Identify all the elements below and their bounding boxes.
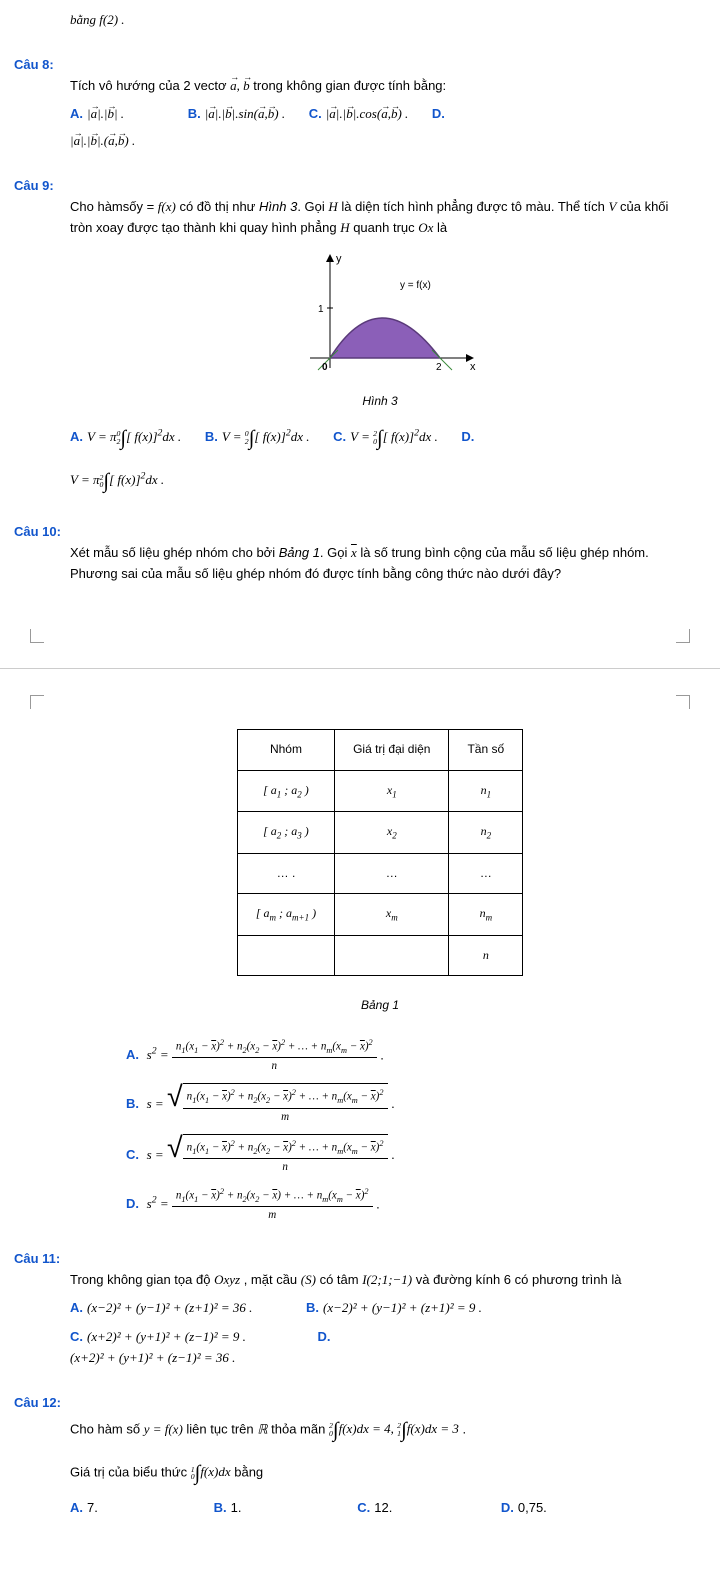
q11-optC: C.(x+2)² + (y+1)² + (z−1)² = 9 .: [70, 1327, 246, 1348]
page-break: [0, 668, 720, 669]
q10-optD: D. s2 = n1(x1 − x)2 + n2(x2 − x) + … + n…: [126, 1185, 690, 1225]
q10-label: Câu 10:: [14, 522, 70, 543]
table-header-row: Nhóm Giá trị đại diện Tần số: [237, 730, 522, 770]
q11-row2: C.(x+2)² + (y+1)² + (z−1)² = 9 . D.: [70, 1327, 690, 1348]
question-8: Câu 8: Tích vô hướng của 2 vectơ a, b tr…: [70, 55, 690, 152]
func-label: y = f(x): [400, 280, 431, 291]
question-9: Câu 9: Cho hàmsốy = f(x) có đồ thị như H…: [70, 176, 690, 498]
q12-text2: Giá trị của biểu thức 10∫f(x)dx bằng: [70, 1457, 690, 1490]
q8-optB: B.|a|.|b|.sin(a,b) .: [188, 104, 285, 125]
q10-optB: B. s = √n1(x1 − x)2 + n2(x2 − x)2 + … + …: [126, 1083, 690, 1126]
q9-chart-svg: 1 2 0 y x y = f(x): [270, 248, 490, 388]
origin: 0: [322, 362, 328, 373]
q11-row1: A.(x−2)² + (y−1)² + (z+1)² = 36 . B.(x−2…: [70, 1298, 690, 1319]
q9-options: A.V = π02∫[ f(x)]2dx . B.V = 02∫[ f(x)]2…: [70, 422, 690, 455]
q8-label: Câu 8:: [14, 55, 70, 76]
table-row: [ a2 ; a3 )x2n2: [237, 812, 522, 854]
q9-optB: B.V = 02∫[ f(x)]2dx .: [205, 422, 310, 455]
q8-text: Tích vô hướng của 2 vectơ a, b trong khô…: [70, 78, 446, 93]
q9-label: Câu 9:: [14, 176, 70, 197]
q12-optB: B.1.: [214, 1498, 334, 1519]
q9-figure: 1 2 0 y x y = f(x) Hình 3: [70, 248, 690, 411]
q12-optD: D.0,75.: [501, 1498, 621, 1519]
question-12: Câu 12: Cho hàm số y = f(x) liên tục trê…: [70, 1393, 690, 1519]
q12-optA: A.7.: [70, 1498, 190, 1519]
page-2: Nhóm Giá trị đại diện Tần số [ a1 ; a2 )…: [0, 699, 720, 1572]
tick-y1: 1: [318, 304, 324, 315]
q8-optD: |a|.|b|.(a,b) .: [70, 131, 690, 152]
table-row: n: [237, 936, 522, 976]
table-row: [ a1 ; a2 )x1n1: [237, 770, 522, 812]
th-nhom: Nhóm: [237, 730, 334, 770]
table-body: [ a1 ; a2 )x1n1 [ a2 ; a3 )x2n2 … .…… [ …: [237, 770, 522, 976]
q11-optD-label: D.: [318, 1327, 335, 1348]
top-fragment: bằng f(2) .: [70, 10, 690, 31]
q9-optD-label: D.: [461, 427, 478, 448]
q11-optA: A.(x−2)² + (y−1)² + (z+1)² = 36 .: [70, 1298, 252, 1319]
tick-x2: 2: [436, 362, 442, 373]
q9-optA: A.V = π02∫[ f(x)]2dx .: [70, 422, 181, 455]
q12-label: Câu 12:: [14, 1393, 70, 1414]
x-label: x: [470, 361, 476, 373]
q9-caption: Hình 3: [70, 392, 690, 411]
th-giatri: Giá trị đại diện: [335, 730, 449, 770]
q8-optD-label: D.: [432, 104, 449, 125]
q12-options: A.7. B.1. C.12. D.0,75.: [70, 1498, 690, 1519]
page-1: bằng f(2) . Câu 8: Tích vô hướng của 2 v…: [0, 0, 720, 638]
q11-optD: (x+2)² + (y+1)² + (z−1)² = 36 .: [70, 1348, 690, 1369]
q11-optB: B.(x−2)² + (y−1)² + (z+1)² = 9 .: [306, 1298, 482, 1319]
q11-label: Câu 11:: [14, 1249, 70, 1270]
q8-options: A.|a|.|b| . B.|a|.|b|.sin(a,b) . C.|a|.|…: [70, 104, 690, 125]
q12-optC: C.12.: [357, 1498, 477, 1519]
q10-optC: C. s = √n1(x1 − x)2 + n2(x2 − x)2 + … + …: [126, 1134, 690, 1177]
table-row: [ am ; am+1 )xmnm: [237, 894, 522, 936]
question-10-intro: Câu 10: Xét mẫu số liệu ghép nhóm cho bở…: [70, 522, 690, 584]
q11-text: Trong không gian tọa độ Oxyz , mặt cầu (…: [70, 1270, 690, 1291]
q9-optD: V = π20∫[ f(x)]2dx .: [70, 465, 690, 498]
q8-optA: A.|a|.|b| .: [70, 104, 124, 125]
q10-optA: A. s2 = n1(x1 − x)2 + n2(x2 − x)2 + … + …: [126, 1036, 690, 1076]
q12-text1: Cho hàm số y = f(x) liên tục trên ℝ thỏa…: [70, 1414, 690, 1447]
table-row: … .……: [237, 854, 522, 894]
q10-table-caption: Bảng 1: [70, 996, 690, 1015]
q10-text: Xét mẫu số liệu ghép nhóm cho bởi Bảng 1…: [70, 545, 649, 581]
th-tanso: Tần số: [449, 730, 523, 770]
question-10-options: A. s2 = n1(x1 − x)2 + n2(x2 − x)2 + … + …: [70, 1036, 690, 1225]
q8-optC: C.|a|.|b|.cos(a,b) .: [309, 104, 409, 125]
fragment-text: bằng f(2) .: [70, 12, 125, 27]
q9-text: Cho hàmsốy = f(x) có đồ thị như Hình 3. …: [70, 197, 690, 239]
question-11: Câu 11: Trong không gian tọa độ Oxyz , m…: [70, 1249, 690, 1369]
q9-optC: C.V = 20∫[ f(x)]2dx .: [333, 422, 438, 455]
q10-table: Nhóm Giá trị đại diện Tần số [ a1 ; a2 )…: [237, 729, 523, 976]
y-label: y: [336, 253, 342, 265]
